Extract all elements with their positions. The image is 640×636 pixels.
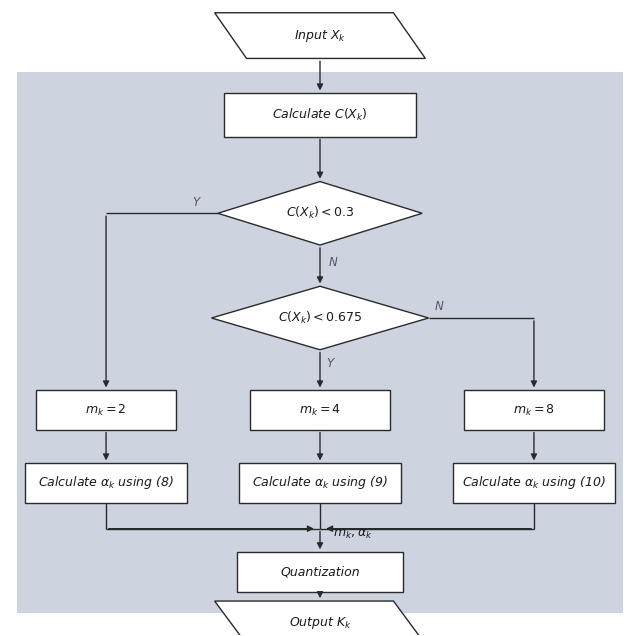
FancyBboxPatch shape (237, 552, 403, 591)
FancyBboxPatch shape (250, 391, 390, 430)
Polygon shape (214, 13, 426, 59)
Text: $C(X_k)<0.3$: $C(X_k)<0.3$ (285, 205, 355, 221)
FancyBboxPatch shape (239, 463, 401, 502)
Text: Y: Y (326, 357, 333, 370)
Text: Calculate $\alpha_k$ using (10): Calculate $\alpha_k$ using (10) (462, 474, 606, 492)
Polygon shape (211, 286, 429, 350)
Text: Quantization: Quantization (280, 565, 360, 578)
FancyBboxPatch shape (25, 463, 188, 502)
Text: N: N (435, 300, 444, 314)
Text: Calculate $\alpha_k$ using (9): Calculate $\alpha_k$ using (9) (252, 474, 388, 492)
Text: $m_k = 2$: $m_k = 2$ (85, 403, 127, 418)
FancyBboxPatch shape (452, 463, 615, 502)
Text: $C(X_k)<0.675$: $C(X_k)<0.675$ (278, 310, 362, 326)
Text: N: N (328, 256, 337, 268)
Text: $m_k = 4$: $m_k = 4$ (299, 403, 341, 418)
FancyBboxPatch shape (17, 72, 623, 613)
Polygon shape (214, 601, 426, 636)
FancyBboxPatch shape (224, 93, 416, 137)
Text: $m_k = 8$: $m_k = 8$ (513, 403, 555, 418)
FancyBboxPatch shape (464, 391, 604, 430)
Polygon shape (218, 181, 422, 245)
Text: $m_k, \alpha_k$: $m_k, \alpha_k$ (333, 529, 372, 541)
Text: Calculate $\alpha_k$ using (8): Calculate $\alpha_k$ using (8) (38, 474, 174, 492)
Text: Output $K_k$: Output $K_k$ (289, 614, 351, 631)
Text: Y: Y (192, 196, 200, 209)
FancyBboxPatch shape (36, 391, 176, 430)
Text: Calculate $C(X_k)$: Calculate $C(X_k)$ (272, 107, 368, 123)
Text: Input $X_k$: Input $X_k$ (294, 27, 346, 44)
